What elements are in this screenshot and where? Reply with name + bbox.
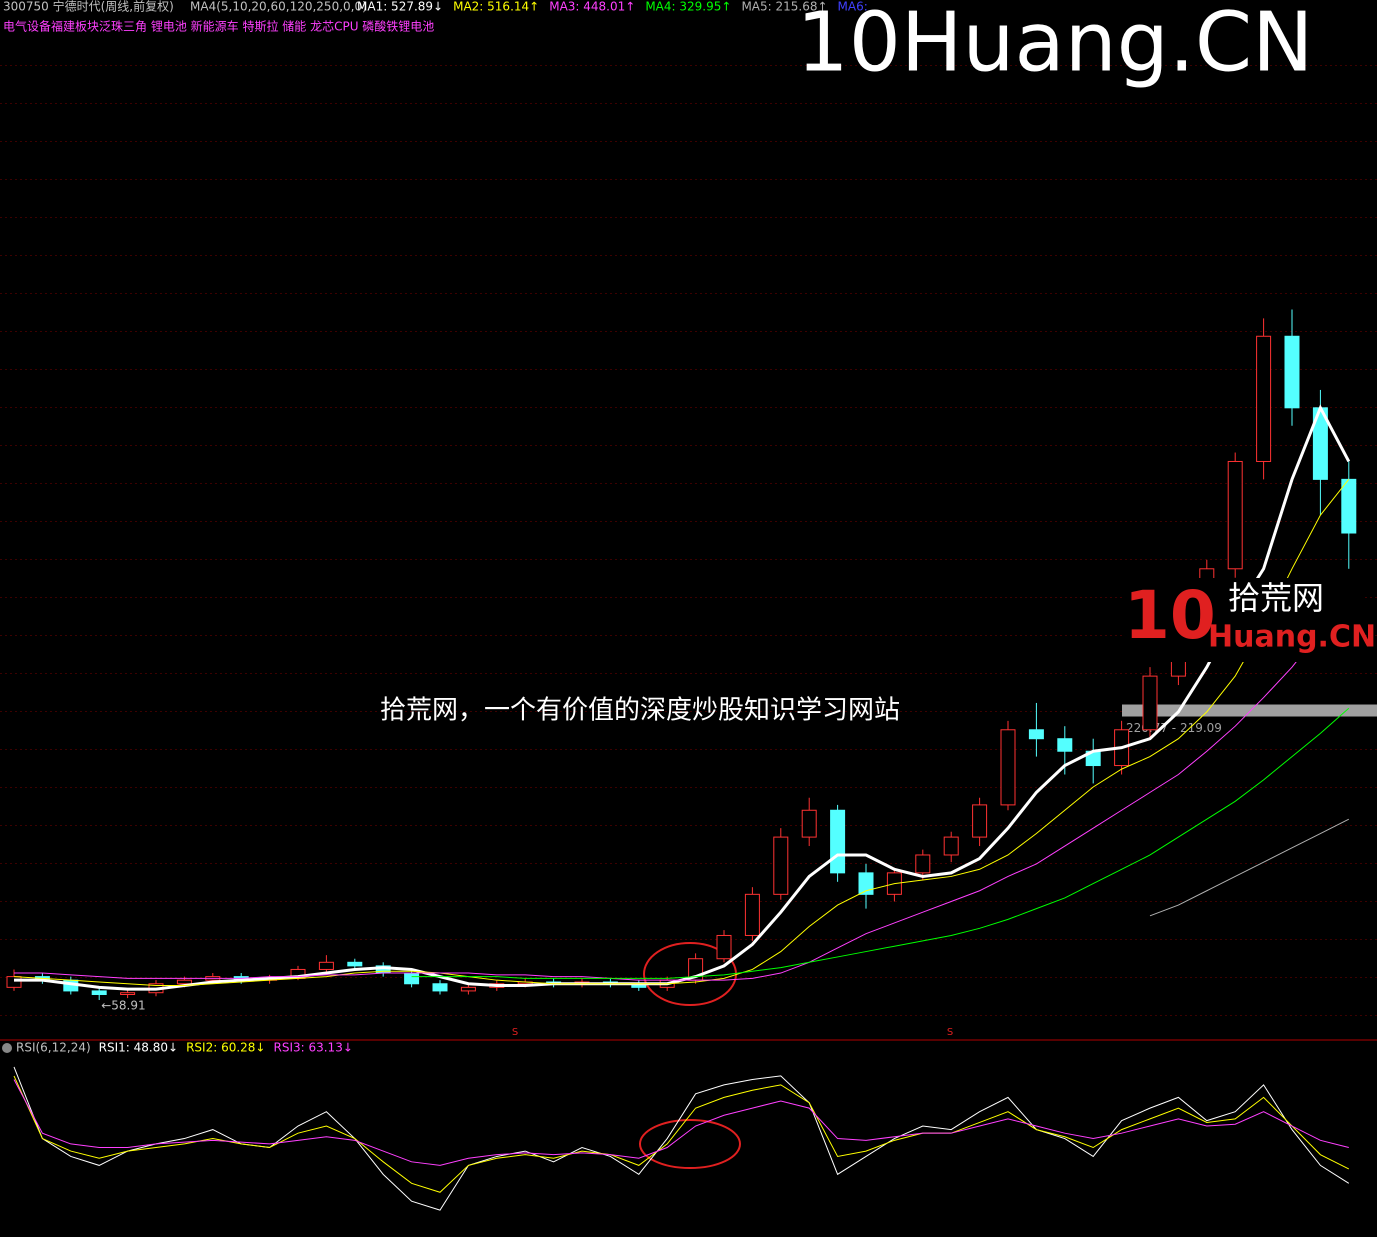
- ma-line: [411, 707, 1350, 979]
- logo-en: Huang.CN: [1208, 620, 1376, 655]
- ma-legend: MA4: 329.95↑: [645, 0, 731, 14]
- cursor-bar: [1122, 704, 1377, 717]
- candle-body: [432, 983, 448, 992]
- rsi-legend: RSI1: 48.80↓: [99, 1041, 178, 1055]
- candle-body: [1028, 729, 1044, 740]
- ma-legend: MA2: 516.14↑: [453, 0, 539, 14]
- candle-body: [1000, 729, 1016, 806]
- candle-body: [404, 972, 420, 985]
- rsi-legend: RSI3: 63.13↓: [273, 1041, 352, 1055]
- candle-body: [830, 809, 846, 874]
- watermark: 10Huang.CN: [797, 0, 1314, 90]
- logo-bg: [1124, 578, 1362, 662]
- annotation: 拾荒网，一个有价值的深度炒股知识学习网站: [380, 696, 900, 726]
- candle-body: [1256, 335, 1272, 462]
- candle-body: [176, 979, 192, 985]
- highlight-circle: [643, 942, 737, 1006]
- stock-title: 300750 宁德时代(周线,前复权): [3, 0, 174, 14]
- highlight-circle: [639, 1119, 741, 1169]
- candle-body: [6, 976, 22, 988]
- event-marker: S: [947, 1027, 953, 1038]
- candle-body: [318, 961, 334, 970]
- candle-body: [1284, 335, 1300, 409]
- ma-line: [1149, 818, 1350, 917]
- candle-body: [943, 836, 959, 856]
- candle-body: [347, 961, 363, 967]
- candle-body: [858, 872, 874, 895]
- ma-legend: MA3: 448.01↑: [549, 0, 635, 14]
- candle-body: [915, 854, 931, 874]
- low-label: ←58.91: [101, 999, 145, 1013]
- ma-line: [13, 479, 1350, 987]
- rsi-legend: RSI(6,12,24): [16, 1041, 91, 1055]
- rsi-icon: [2, 1043, 12, 1053]
- candle-body: [744, 893, 760, 936]
- grid: [0, 40, 1377, 1038]
- rsi-legend: RSI2: 60.28↓: [186, 1041, 265, 1055]
- logo-cn: 拾荒网: [1228, 579, 1324, 617]
- candle-body: [1142, 675, 1158, 731]
- rsi-line: [13, 1079, 1349, 1166]
- candle-body: [972, 804, 988, 838]
- ma-line: [14, 595, 1350, 981]
- cursor-label: 220.77 - 219.09: [1126, 721, 1222, 735]
- candle-body: [773, 836, 789, 895]
- candle-body: [801, 809, 817, 838]
- candle-body: [91, 990, 107, 995]
- concepts: 电气设备福建板块泛珠三角 锂电池 新能源车 特斯拉 储能 龙芯CPU 磷酸铁锂电…: [3, 19, 434, 34]
- event-marker: S: [512, 1027, 518, 1038]
- logo: 10 拾荒网 Huang.CN: [1124, 577, 1376, 662]
- ma-legend: MA5: 215.68↑: [741, 0, 827, 14]
- ma-legend: MA6:: [838, 0, 868, 14]
- candle-body: [716, 934, 732, 960]
- ma-legend: MA1: 527.89↓: [357, 0, 443, 14]
- candle-body: [1057, 738, 1073, 752]
- logo-number: 10: [1124, 577, 1216, 654]
- candle-body: [1341, 478, 1357, 534]
- candle-body: [120, 992, 136, 995]
- indicator-label: MA4(5,10,20,60,120,250,0,0): [190, 0, 367, 14]
- candle-body: [460, 986, 476, 992]
- rsi-line: [13, 1075, 1350, 1193]
- candle-body: [1227, 460, 1243, 570]
